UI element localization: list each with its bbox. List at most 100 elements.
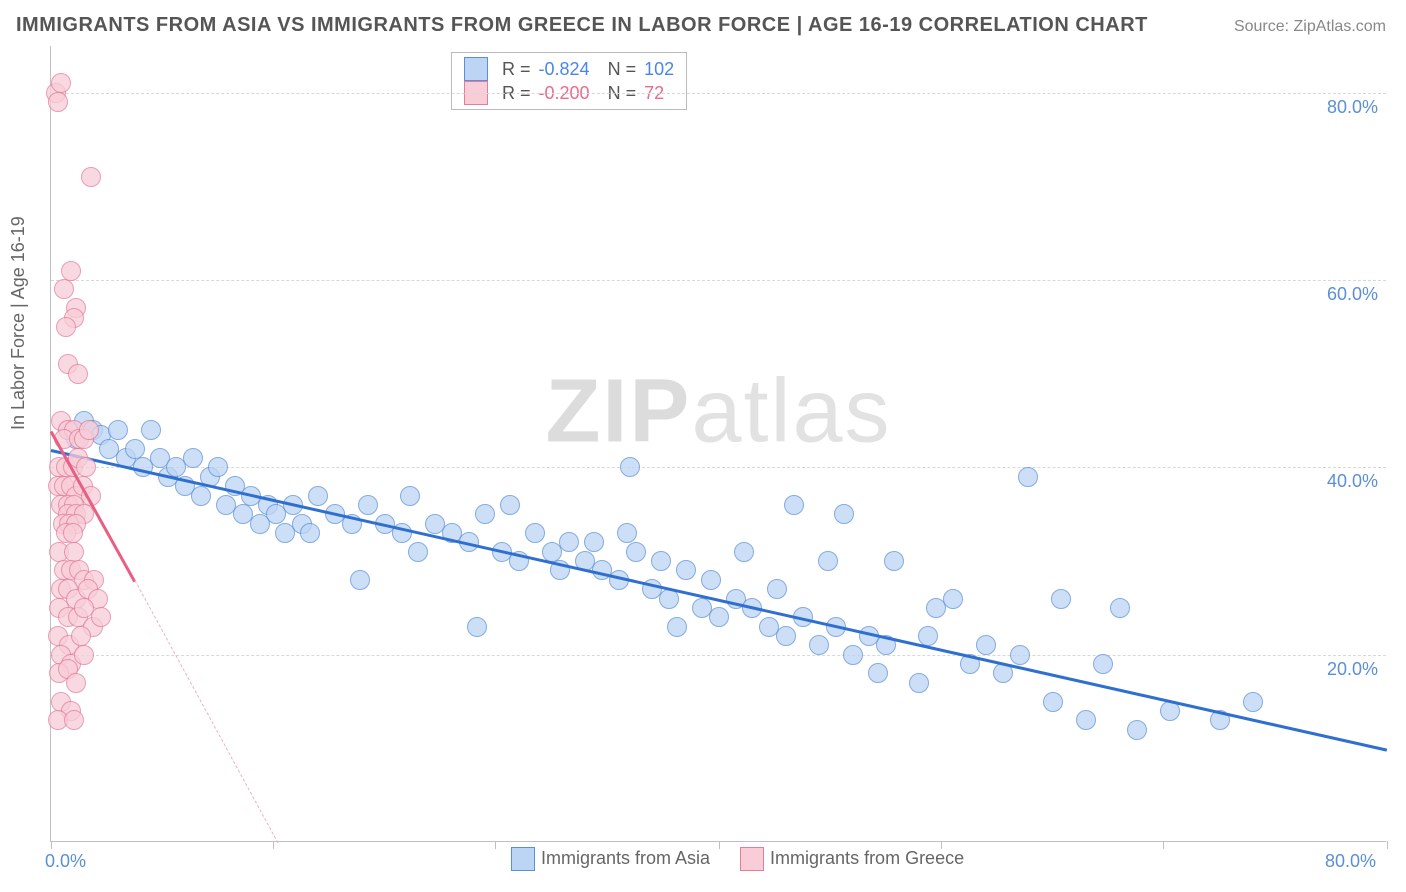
data-point-asia: [1010, 645, 1030, 665]
data-point-asia: [191, 486, 211, 506]
data-point-asia: [709, 607, 729, 627]
data-point-asia: [1018, 467, 1038, 487]
x-tick-label: 80.0%: [1325, 851, 1376, 872]
data-point-asia: [776, 626, 796, 646]
x-tick-label: 0.0%: [45, 851, 86, 872]
data-point-asia: [500, 495, 520, 515]
y-tick-label: 80.0%: [1327, 97, 1378, 118]
data-point-asia: [125, 439, 145, 459]
legend-label: Immigrants from Asia: [541, 848, 710, 868]
trend-line: [51, 449, 1388, 752]
legend-swatch: [511, 847, 535, 871]
y-tick-label: 40.0%: [1327, 471, 1378, 492]
stats-n-value: 102: [644, 59, 674, 80]
x-tick: [1163, 841, 1164, 849]
x-tick: [1387, 841, 1388, 849]
data-point-asia: [868, 663, 888, 683]
x-tick: [51, 841, 52, 849]
series-legend: Immigrants from Asia Immigrants from Gree…: [511, 847, 964, 871]
data-point-asia: [208, 457, 228, 477]
x-tick: [273, 841, 274, 849]
data-point-asia: [559, 532, 579, 552]
y-tick-label: 60.0%: [1327, 284, 1378, 305]
data-point-asia: [108, 420, 128, 440]
data-point-asia: [1093, 654, 1113, 674]
stats-r-label: R =: [502, 59, 531, 80]
y-axis-label: In Labor Force | Age 16-19: [8, 216, 29, 430]
data-point-greece: [68, 364, 88, 384]
data-point-asia: [651, 551, 671, 571]
x-tick: [719, 841, 720, 849]
data-point-asia: [408, 542, 428, 562]
plot-area: ZIPatlas R = -0.824N = 102R = -0.200N = …: [50, 46, 1386, 842]
data-point-asia: [467, 617, 487, 637]
data-point-asia: [784, 495, 804, 515]
data-point-asia: [525, 523, 545, 543]
data-point-asia: [843, 645, 863, 665]
gridline: [51, 467, 1386, 468]
data-point-asia: [767, 579, 787, 599]
data-point-asia: [358, 495, 378, 515]
data-point-asia: [1127, 720, 1147, 740]
gridline: [51, 93, 1386, 94]
data-point-asia: [918, 626, 938, 646]
source-attribution: Source: ZipAtlas.com: [1234, 18, 1386, 36]
data-point-greece: [71, 626, 91, 646]
data-point-greece: [64, 542, 84, 562]
data-point-greece: [66, 673, 86, 693]
legend-swatch: [464, 57, 488, 81]
data-point-asia: [350, 570, 370, 590]
data-point-asia: [308, 486, 328, 506]
gridline: [51, 280, 1386, 281]
data-point-asia: [1076, 710, 1096, 730]
data-point-greece: [64, 710, 84, 730]
stats-legend: R = -0.824N = 102R = -0.200N = 72: [451, 52, 687, 110]
data-point-asia: [676, 560, 696, 580]
data-point-asia: [1043, 692, 1063, 712]
watermark: ZIPatlas: [545, 360, 891, 463]
data-point-asia: [400, 486, 420, 506]
data-point-asia: [1243, 692, 1263, 712]
data-point-greece: [81, 167, 101, 187]
data-point-greece: [74, 645, 94, 665]
data-point-greece: [63, 523, 83, 543]
data-point-asia: [909, 673, 929, 693]
data-point-greece: [51, 73, 71, 93]
gridline: [51, 655, 1386, 656]
data-point-asia: [976, 635, 996, 655]
legend-swatch: [740, 847, 764, 871]
y-tick-label: 20.0%: [1327, 659, 1378, 680]
data-point-asia: [620, 457, 640, 477]
data-point-asia: [626, 542, 646, 562]
stats-r-value: -0.824: [539, 59, 590, 80]
data-point-greece: [54, 279, 74, 299]
data-point-asia: [834, 504, 854, 524]
data-point-greece: [91, 607, 111, 627]
data-point-asia: [818, 551, 838, 571]
data-point-asia: [1051, 589, 1071, 609]
trend-line: [134, 580, 278, 843]
stats-legend-row: R = -0.824N = 102: [464, 57, 674, 81]
data-point-asia: [300, 523, 320, 543]
data-point-asia: [475, 504, 495, 524]
correlation-chart: IMMIGRANTS FROM ASIA VS IMMIGRANTS FROM …: [0, 0, 1406, 892]
legend-item: Immigrants from Asia: [511, 847, 710, 871]
data-point-asia: [884, 551, 904, 571]
x-tick: [941, 841, 942, 849]
legend-item: Immigrants from Greece: [740, 847, 964, 871]
data-point-asia: [667, 617, 687, 637]
data-point-asia: [617, 523, 637, 543]
x-tick: [495, 841, 496, 849]
data-point-asia: [183, 448, 203, 468]
data-point-asia: [584, 532, 604, 552]
data-point-greece: [76, 457, 96, 477]
data-point-asia: [701, 570, 721, 590]
data-point-greece: [61, 261, 81, 281]
chart-title: IMMIGRANTS FROM ASIA VS IMMIGRANTS FROM …: [16, 14, 1148, 37]
legend-label: Immigrants from Greece: [770, 848, 964, 868]
data-point-asia: [141, 420, 161, 440]
data-point-asia: [734, 542, 754, 562]
data-point-asia: [943, 589, 963, 609]
data-point-greece: [79, 420, 99, 440]
data-point-asia: [809, 635, 829, 655]
